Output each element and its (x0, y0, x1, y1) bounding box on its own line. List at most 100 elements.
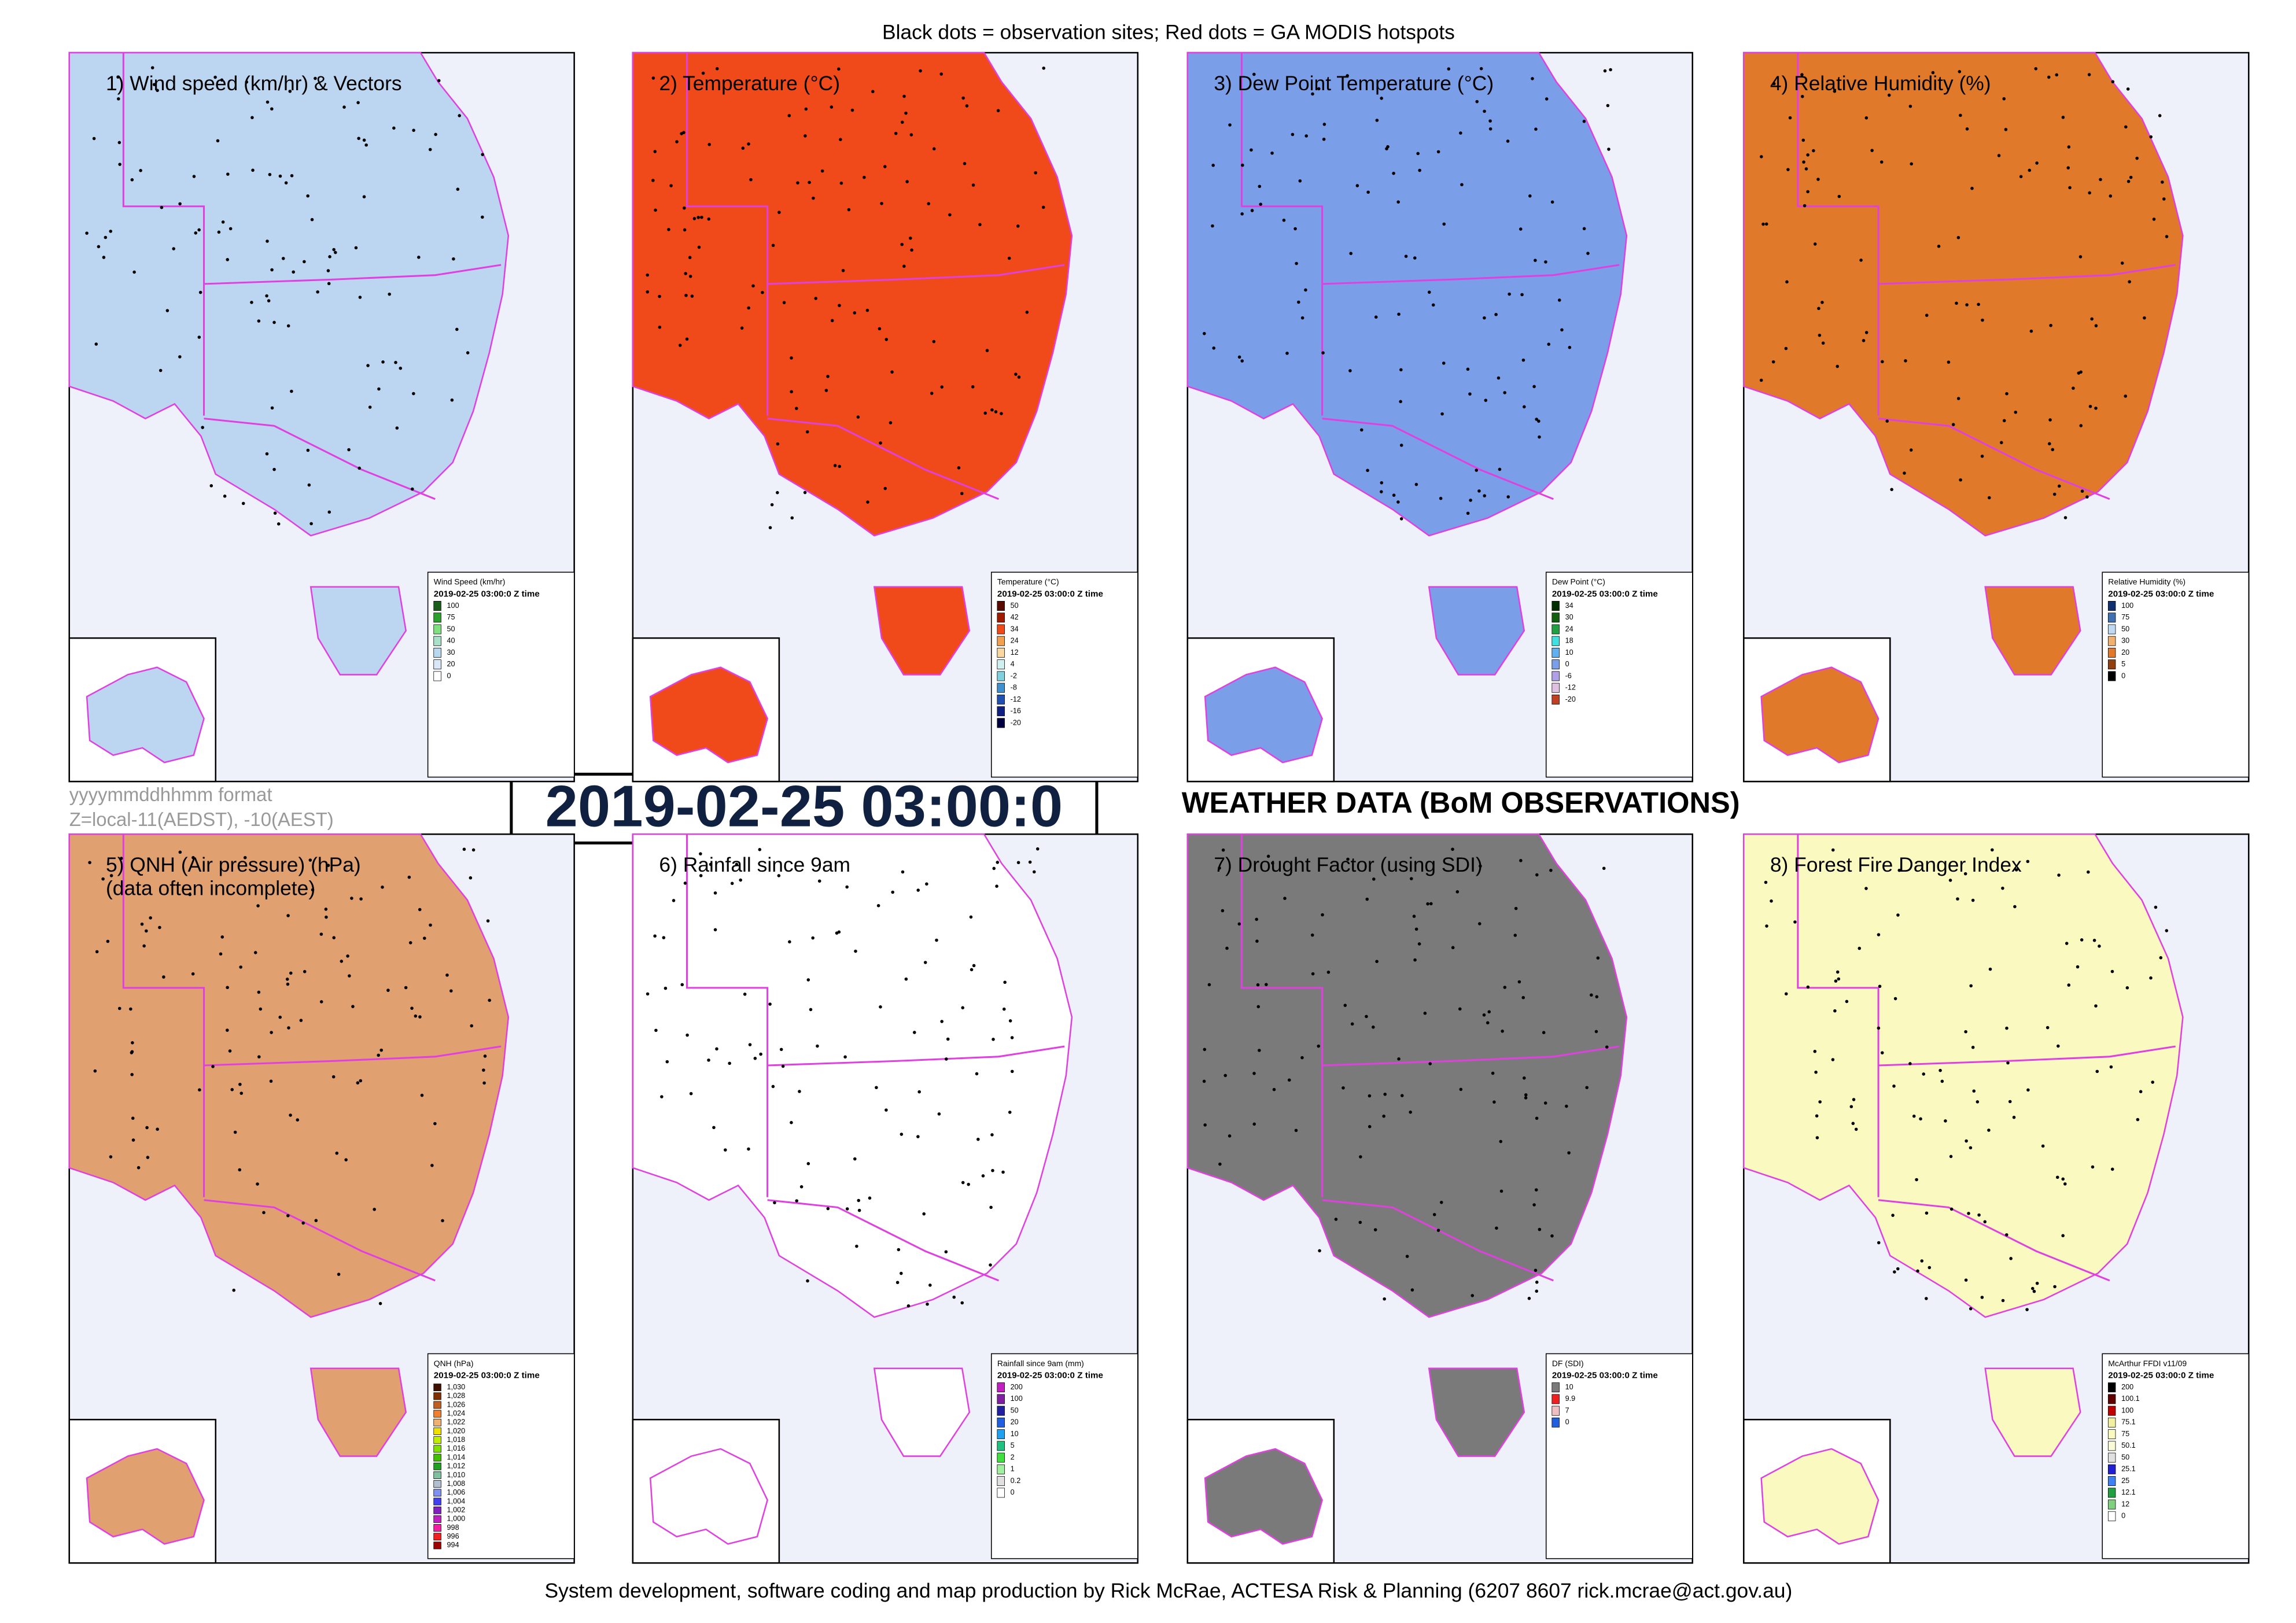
observation-site (1534, 1268, 1538, 1272)
map-panel: 8) Forest Fire Danger Index McArthur FFDI… (1743, 833, 2250, 1564)
observation-site (1311, 92, 1314, 96)
observation-site (839, 138, 842, 141)
observation-site (407, 875, 411, 879)
observation-site (1603, 69, 1607, 73)
observation-site (1538, 435, 1541, 439)
observation-site (2057, 873, 2061, 877)
observation-site (804, 107, 808, 111)
observation-site (1880, 1051, 1884, 1054)
observation-site (301, 1221, 305, 1225)
observation-site (1534, 259, 1537, 262)
legend-time: 2019-02-25 03:00:0 Z time (997, 1370, 1103, 1380)
legend-swatch (433, 1454, 441, 1462)
legend-swatch (433, 1445, 441, 1453)
legend-swatch (2107, 1429, 2116, 1440)
observation-site (928, 1283, 932, 1287)
legend-title: Dew Point (°C) (1552, 577, 1605, 587)
legend-swatch (997, 624, 1005, 635)
observation-site (1494, 312, 1498, 316)
observation-site (916, 1135, 920, 1138)
observation-site (1940, 1079, 1944, 1083)
observation-site (1321, 913, 1324, 917)
observation-site (2128, 280, 2131, 283)
observation-site (820, 169, 824, 173)
observation-site (1877, 1026, 1881, 1030)
observation-site (158, 925, 161, 929)
observation-site (395, 426, 399, 430)
observation-site (806, 1162, 810, 1165)
observation-site (178, 850, 182, 854)
observation-site (1440, 412, 1444, 416)
observation-site (229, 227, 233, 231)
land (632, 833, 1073, 1318)
observation-site (1987, 496, 1991, 500)
legend-label: 1,006 (447, 1488, 466, 1496)
observation-site (270, 107, 274, 111)
observation-site (871, 90, 875, 94)
observation-site (232, 1288, 235, 1292)
legend-title: McArthur FFDI v11/09 (2108, 1359, 2187, 1368)
observation-site (364, 143, 368, 147)
observation-site (145, 929, 148, 933)
observation-site (1971, 898, 1975, 902)
legend-label: 1,026 (447, 1400, 466, 1408)
observation-site (2109, 1065, 2113, 1069)
observation-site (707, 217, 711, 221)
legend-swatch (2107, 647, 2116, 658)
legend-box (427, 571, 575, 778)
observation-site (747, 142, 750, 146)
observation-site (303, 260, 306, 264)
observation-site (97, 245, 101, 249)
observation-site (1385, 147, 1388, 150)
observation-site (394, 360, 397, 364)
observation-site (2110, 1167, 2114, 1171)
observation-site (843, 1055, 847, 1059)
observation-site (373, 1208, 376, 1211)
observation-site (1893, 997, 1897, 1001)
observation-site (901, 870, 905, 874)
observation-site (2072, 386, 2075, 390)
observation-site (2124, 394, 2128, 398)
observation-site (335, 1151, 339, 1155)
observation-site (1503, 391, 1506, 394)
inset-australia (649, 666, 768, 763)
legend-swatch (997, 613, 1005, 623)
observation-site (1845, 999, 1849, 1004)
legend-time: 2019-02-25 03:00:0 Z time (434, 1370, 540, 1380)
legend-swatch (997, 718, 1005, 728)
observation-site (1524, 1093, 1528, 1097)
observation-site (1414, 927, 1418, 931)
observation-site (278, 174, 282, 178)
observation-site (1304, 288, 1307, 292)
observation-site (1523, 405, 1526, 409)
observation-site (1820, 301, 1824, 304)
observation-site (1836, 970, 1840, 974)
map-panel: 7) Drought Factor (using SDI) DF (SDI) 201… (1186, 833, 1694, 1564)
observation-site (1920, 1259, 1924, 1263)
observation-site (1967, 1212, 1970, 1215)
observation-site (1947, 360, 1951, 364)
observation-site (853, 311, 857, 315)
observation-site (651, 76, 655, 80)
observation-site (1349, 252, 1353, 255)
observation-site (713, 928, 717, 932)
observation-site (417, 256, 421, 259)
observation-site (2029, 329, 2033, 333)
observation-site (1812, 149, 1815, 153)
observation-site (140, 922, 144, 926)
observation-site (758, 848, 762, 851)
observation-site (909, 133, 913, 137)
observation-site (1203, 1123, 1207, 1127)
legend-swatch (433, 1410, 441, 1418)
observation-site (188, 892, 192, 897)
observation-site (1803, 204, 1807, 208)
observation-site (1963, 872, 1967, 876)
legend-swatch (433, 601, 441, 611)
legend-label: 5 (2121, 660, 2125, 668)
observation-site (1358, 1220, 1362, 1224)
observation-site (311, 888, 315, 892)
observation-site (266, 100, 270, 104)
observation-site (983, 411, 987, 415)
observation-site (2028, 168, 2032, 172)
section-title: WEATHER DATA (BoM OBSERVATIONS) (1182, 786, 1740, 819)
